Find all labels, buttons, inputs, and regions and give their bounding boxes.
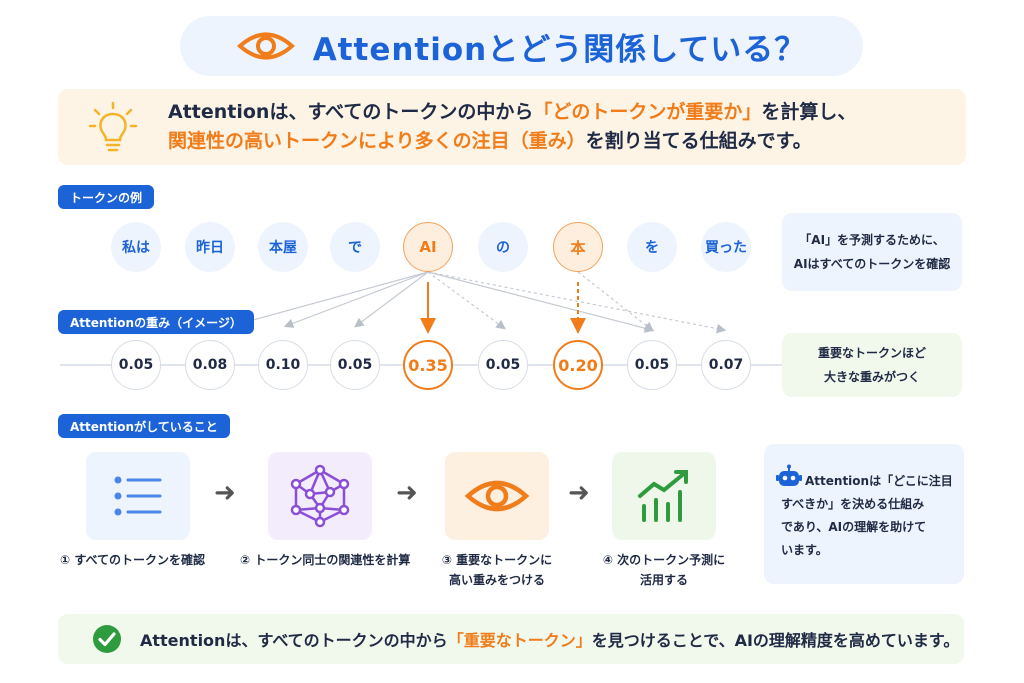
lightbulb-icon (88, 101, 138, 152)
step-2-line1: ② トークン同士の関連性を計算 (240, 553, 411, 567)
list-icon (114, 476, 162, 516)
step-2-box (268, 452, 372, 540)
step-3-box (445, 452, 549, 540)
tokens-note-line2: AIはすべてのトークンを確認 (793, 257, 951, 271)
intro-text: Attentionは、すべてのトークンの中から「どのトークンが重要か」を計算し、… (168, 98, 856, 156)
weights-note-line1: 重要なトークンほど (817, 346, 926, 360)
process-tag: Attentionがしていること (58, 414, 230, 438)
step-3-line1: ③ 重要なトークンに (441, 553, 553, 567)
arrow-right-icon: ➜ (396, 478, 418, 508)
intro-line2-post: を割り当てる仕組みです。 (585, 130, 812, 152)
growth-chart-icon (638, 470, 688, 522)
bottom-pre: Attentionは、すべてのトークンの中から (140, 631, 448, 650)
arrow-right-icon: ➜ (214, 478, 236, 508)
weights-tag: Attentionの重み（イメージ） (58, 310, 254, 334)
intro-line1-pre: Attentionは、すべてのトークンの中から (168, 101, 534, 123)
intro-line1-highlight: 「どのトークンが重要か」 (533, 101, 762, 123)
token: の (478, 222, 528, 272)
bottom-highlight: 「重要なトークン」 (447, 631, 592, 650)
eye-icon (464, 480, 530, 512)
tokens-note: 「AI」を予測するために、 AIはすべてのトークンを確認 (782, 213, 962, 291)
arrow-right-icon: ➜ (568, 478, 590, 508)
token: 買った (701, 222, 751, 272)
weight-value: 0.05 (478, 340, 528, 390)
page-title: Attentionとどう関係している？ (312, 31, 807, 68)
tokens-tag: トークンの例 (58, 185, 155, 209)
robot-icon (776, 464, 802, 486)
intro-line2-highlight: 関連性の高いトークンにより多くの注目（重み） (168, 130, 586, 152)
token: 昨日 (185, 222, 235, 272)
step-4-box (612, 452, 716, 540)
intro-box (58, 89, 966, 165)
weight-value: 0.07 (701, 340, 751, 390)
weight-value: 0.10 (258, 340, 308, 390)
weight-value: 0.08 (185, 340, 235, 390)
eye-icon (236, 32, 295, 60)
token-highlighted: AI (403, 222, 453, 272)
weight-value: 0.05 (627, 340, 677, 390)
side-line1: Attentionは「どこに注目 (805, 474, 953, 488)
step-4-line2: 活用する (639, 573, 688, 587)
side-line3: であり、AIの理解を助けて (781, 520, 927, 534)
weights-note: 重要なトークンほど 大きな重みがつく (782, 333, 962, 397)
step-3-label: ③ 重要なトークンに 高い重みをつける (432, 550, 562, 590)
summary-side-text: Attentionは「どこに注目 すべきか」を決める仕組み であり、AIの理解を… (781, 470, 957, 562)
step-1-label: ① すべてのトークンを確認 (60, 550, 205, 570)
step-4-line1: ④ 次のトークン予測に (602, 553, 726, 567)
token: を (627, 222, 677, 272)
step-3-line2: 高い重みをつける (448, 573, 545, 587)
side-line2: すべきか」を決める仕組み (781, 497, 925, 511)
weight-value-highlighted: 0.20 (553, 340, 603, 390)
weight-value: 0.05 (330, 340, 380, 390)
weight-value-highlighted: 0.35 (403, 340, 453, 390)
token: 本屋 (258, 222, 308, 272)
check-circle-icon (93, 625, 121, 653)
bottom-summary: Attentionは、すべてのトークンの中から「重要なトークン」を見つけることで… (58, 614, 964, 664)
token-highlighted: 本 (553, 222, 603, 272)
weights-note-line2: 大きな重みがつく (823, 370, 920, 384)
step-4-label: ④ 次のトークン予測に 活用する (602, 550, 726, 590)
tokens-note-line1: 「AI」を予測するために、 (799, 233, 945, 247)
token: 私は (111, 222, 161, 272)
step-1-line1: ① すべてのトークンを確認 (60, 553, 206, 567)
bottom-post: を見つけることで、AIの理解精度を高めています。 (591, 631, 960, 650)
step-2-label: ② トークン同士の関連性を計算 (240, 550, 410, 570)
step-1-box (86, 452, 190, 540)
bottom-text: Attentionは、すべてのトークンの中から「重要なトークン」を見つけることで… (140, 627, 959, 651)
title-banner: Attentionとどう関係している？ (180, 16, 863, 76)
weight-value: 0.05 (111, 340, 161, 390)
neural-network-icon (290, 464, 350, 528)
intro-line1-post: を計算し、 (761, 101, 857, 123)
summary-side-box (764, 444, 964, 584)
side-line4: います。 (781, 543, 828, 557)
token: で (330, 222, 380, 272)
